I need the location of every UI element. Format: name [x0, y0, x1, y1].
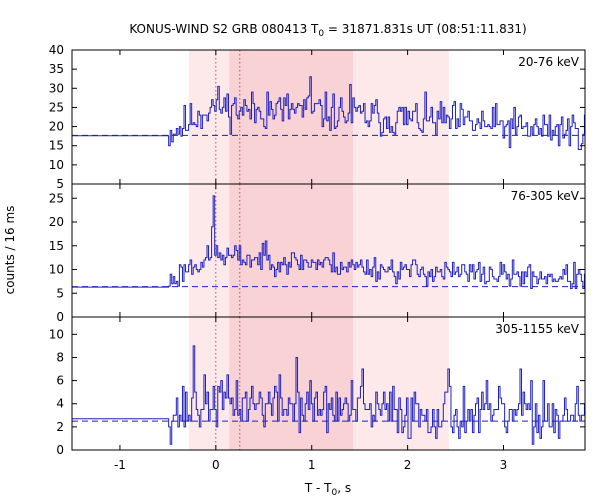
- chart-title: KONUS-WIND S2 GRB 080413 T0 = 31871.831s…: [129, 22, 526, 39]
- light-curve-series: [72, 195, 585, 289]
- chart-title-text: KONUS-WIND S2 GRB 080413 T: [129, 22, 319, 36]
- light-curve-series: [72, 76, 585, 151]
- y-tick-label: 0: [56, 310, 64, 324]
- x-axis-label: T - T0, s: [304, 481, 351, 498]
- x-tick-label: 2: [404, 458, 412, 472]
- panel-energy-label: 305-1155 keV: [495, 322, 579, 336]
- y-tick-label: 8: [56, 350, 64, 364]
- light-curve-series: [72, 345, 585, 445]
- x-axis-label-text: T - T: [304, 481, 332, 495]
- shaded-interval-2: [229, 317, 353, 450]
- x-tick-label: 1: [308, 458, 316, 472]
- panel-1: 5 10 15 20 25 30 35 40 20-76 keV: [49, 43, 586, 191]
- panel-2: 0 5 10 15 20 25 76-305 keV: [49, 183, 586, 324]
- chart-title-subscript: 0: [318, 29, 324, 39]
- y-tick-label: 4: [56, 397, 64, 411]
- x-axis-label-rest: , s: [337, 481, 351, 495]
- panel-energy-label: 76-305 keV: [511, 189, 580, 203]
- panel-3: 0 2 4 6 8 10 305-1155 keV: [49, 316, 586, 457]
- y-tick-label: 15: [49, 239, 64, 253]
- y-axis-label: counts / 16 ms: [3, 206, 17, 295]
- x-tick-label: 3: [500, 458, 508, 472]
- y-tick-label: 6: [56, 374, 64, 388]
- shaded-interval-2: [229, 184, 353, 317]
- panel-frame: [71, 316, 586, 451]
- y-tick-label: 20: [49, 120, 64, 134]
- y-tick-label: 35: [49, 62, 64, 76]
- panel-energy-label: 20-76 keV: [518, 55, 580, 69]
- y-tick-label: 2: [56, 420, 64, 434]
- y-tick-label: 10: [49, 158, 64, 172]
- y-tick-label: 5: [56, 286, 64, 300]
- y-tick-label: 25: [49, 191, 64, 205]
- y-tick-label: 40: [49, 43, 64, 57]
- x-axis-label-subscript: 0: [332, 488, 338, 498]
- chart-title-rest: = 31871.831s UT (08:51:11.831): [324, 22, 527, 36]
- y-tick-label: 0: [56, 443, 64, 457]
- y-tick-label: 10: [49, 263, 64, 277]
- x-tick-label: -1: [114, 458, 126, 472]
- x-tick-label: 0: [212, 458, 220, 472]
- y-tick-label: 25: [49, 100, 64, 114]
- y-tick-label: 10: [49, 327, 64, 341]
- y-tick-label: 15: [49, 139, 64, 153]
- y-tick-label: 20: [49, 215, 64, 229]
- y-tick-label: 30: [49, 81, 64, 95]
- y-tick-label: 5: [56, 177, 64, 191]
